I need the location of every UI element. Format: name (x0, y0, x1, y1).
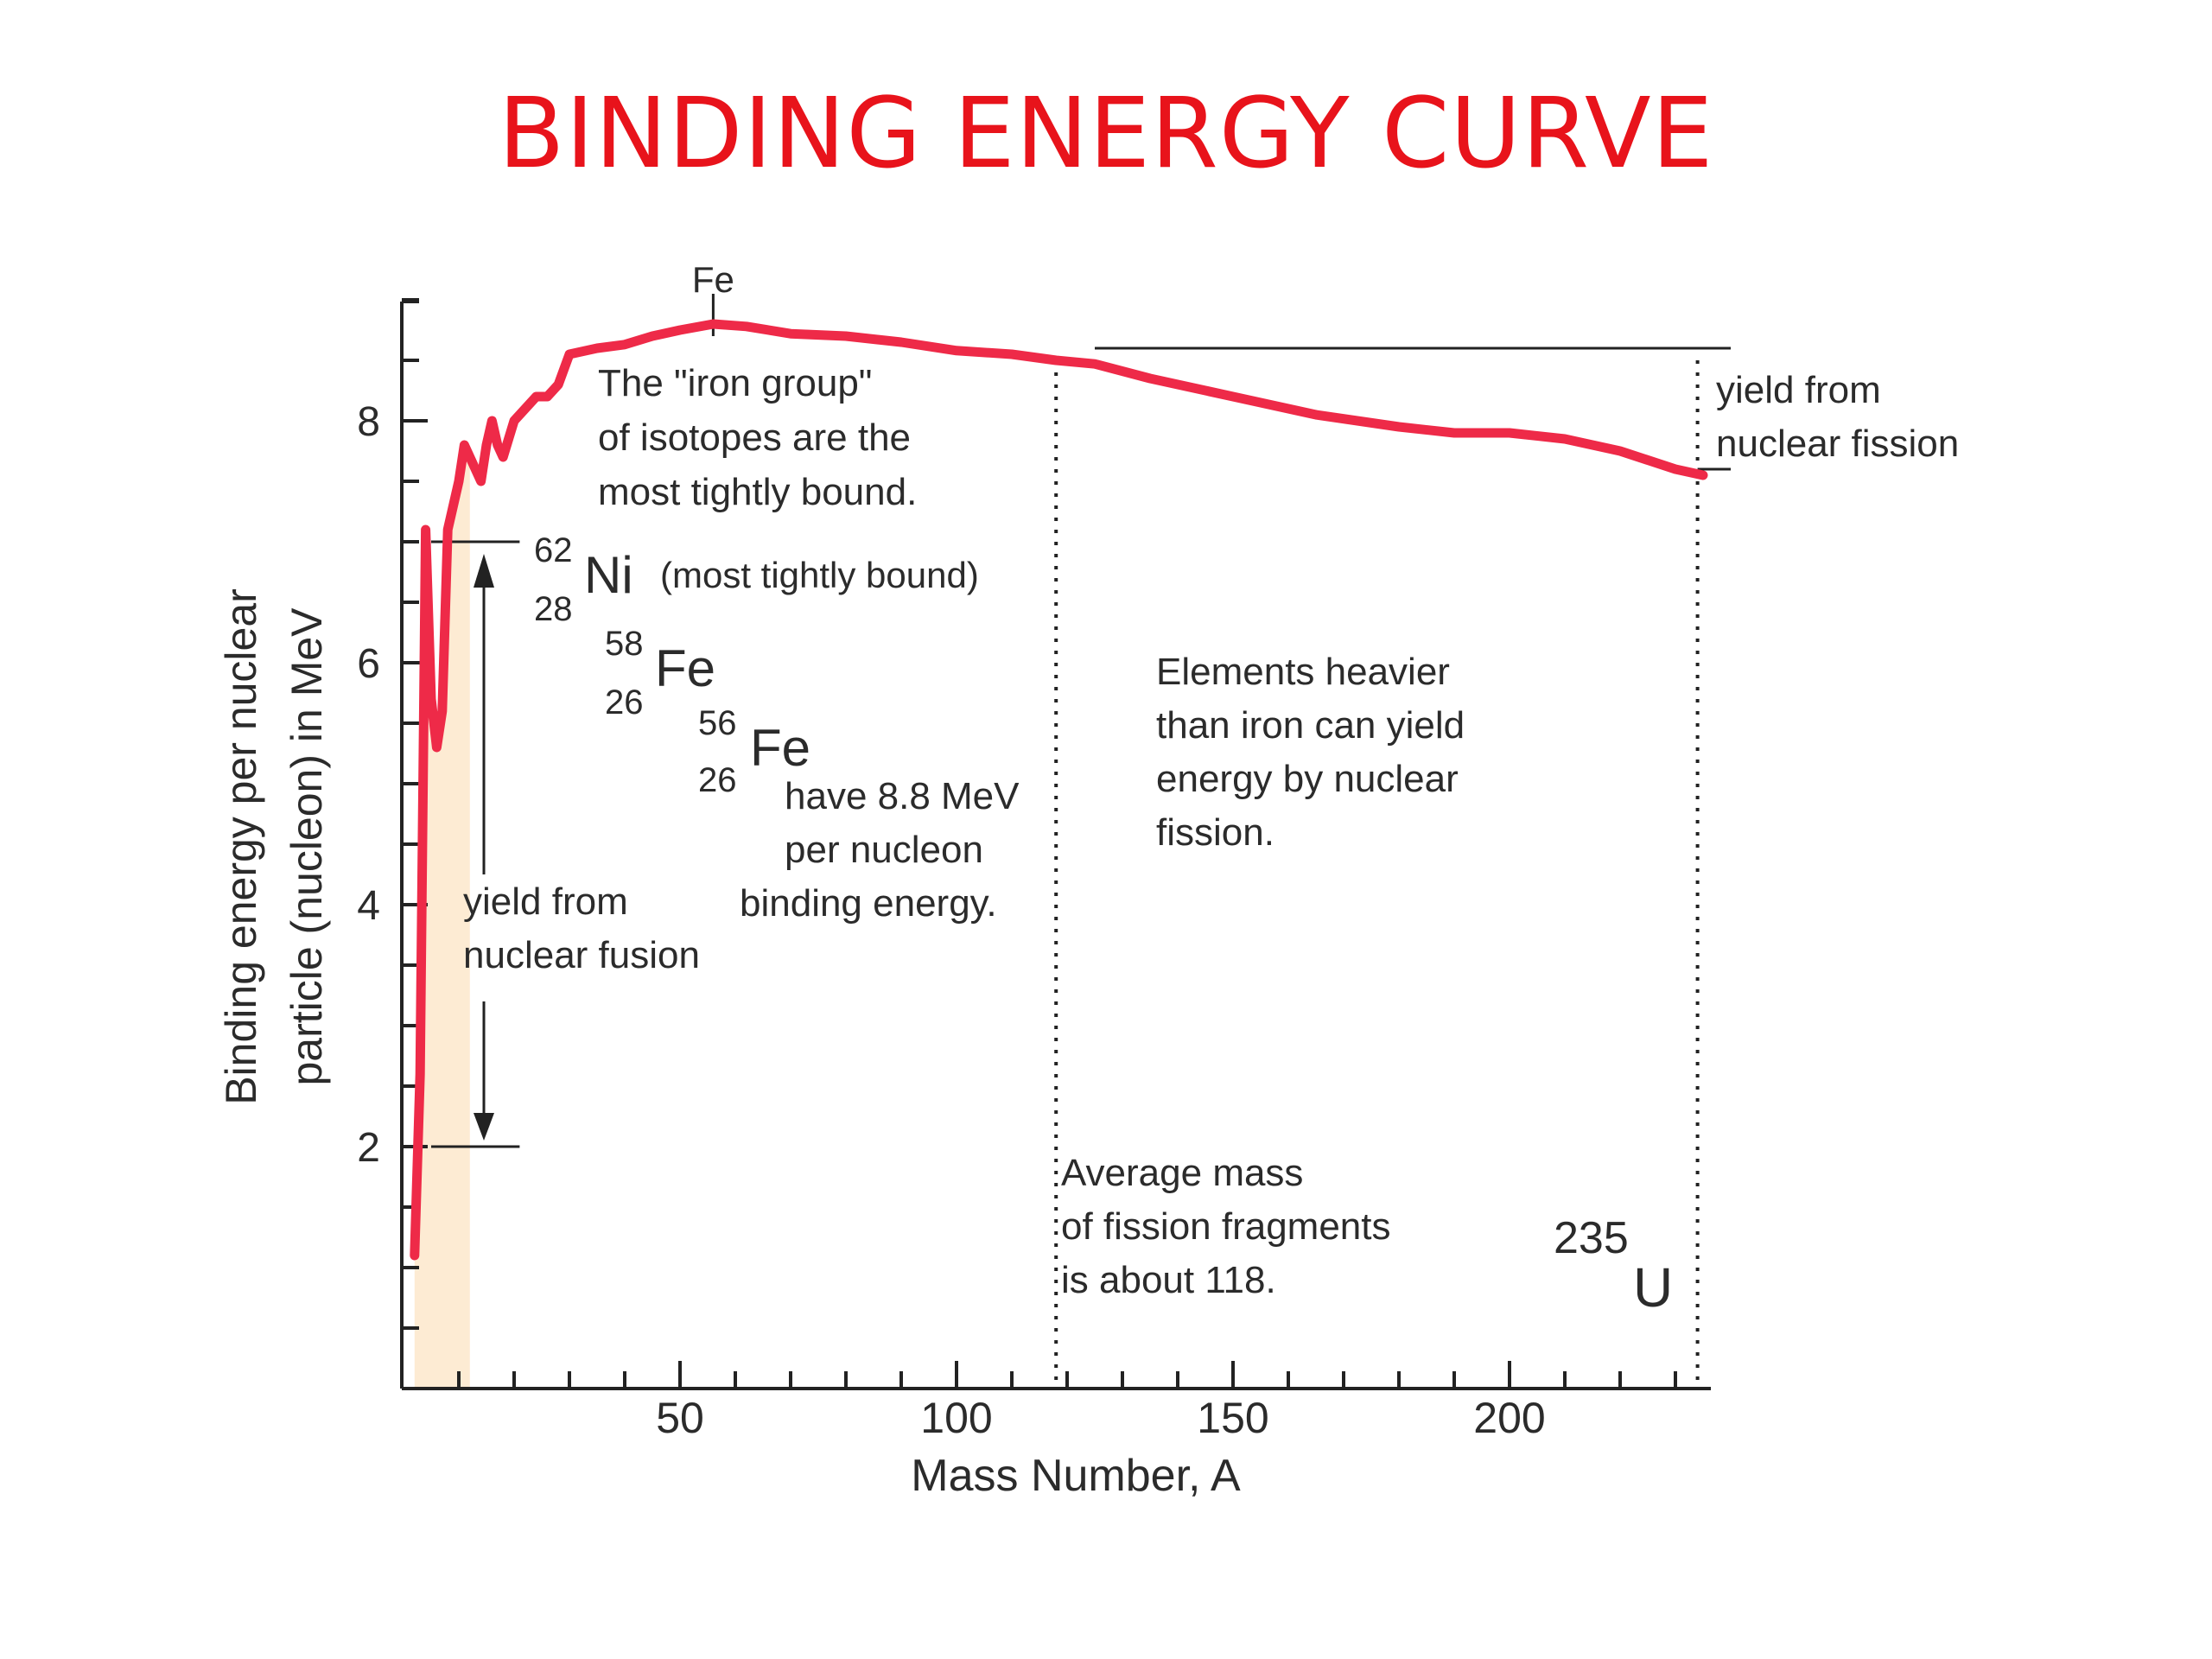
fusion-arrow-up-head (474, 554, 494, 588)
fe-marker-label: Fe (692, 259, 734, 300)
y-tick-label-6: 6 (357, 641, 380, 687)
y-axis-label-line-1: Binding energy per nuclear (217, 588, 265, 1105)
fusion-note-line-2: nuclear fusion (463, 934, 700, 976)
ni62-note: (most tightly bound) (660, 555, 979, 595)
y-tick-label-4: 4 (357, 883, 380, 929)
fusion-arrow-down-head (474, 1113, 494, 1141)
average-mass-note-line-1: Average mass (1061, 1152, 1303, 1194)
average-mass-note-line-3: is about 118. (1061, 1259, 1276, 1301)
x-tick-label-150: 150 (1197, 1394, 1268, 1442)
fe58-mass-number: 58 (605, 625, 644, 663)
fe56-symbol: Fe (750, 719, 810, 777)
heavier-elements-note-line-1: Elements heavier (1156, 651, 1450, 693)
fe58-atomic-number: 26 (605, 683, 644, 721)
y-axis-label: Binding energy per nuclear particle (nucl… (217, 588, 331, 1105)
binding-note-line-3: binding energy. (740, 882, 997, 925)
binding-note-line-1: have 8.8 MeV (785, 775, 1020, 817)
iron-group-note-line-2: of isotopes are the (598, 416, 911, 459)
fission-note-line-1: yield from (1716, 369, 1881, 411)
iron-group-note-line-3: most tightly bound. (598, 471, 917, 513)
ni62-mass-number: 62 (534, 531, 573, 569)
fe56-atomic-number: 26 (698, 761, 737, 799)
x-tick-label-200: 200 (1473, 1394, 1545, 1442)
iron-group-note-line-1: The "iron group" (598, 362, 872, 404)
fe56-mass-number: 56 (698, 704, 737, 742)
average-mass-note-line-2: of fission fragments (1061, 1205, 1391, 1248)
binding-energy-curve (410, 319, 1708, 1261)
heavier-elements-note-line-2: than iron can yield (1156, 704, 1465, 747)
x-axis-label: Mass Number, A (911, 1451, 1241, 1501)
fe58-symbol: Fe (655, 639, 715, 697)
x-tick-label-100: 100 (920, 1394, 992, 1442)
binding-note-line-2: per nucleon (785, 829, 983, 871)
page-title: BINDING ENERGY CURVE (498, 78, 1714, 190)
u235-symbol: U (1633, 1256, 1673, 1319)
ni62-atomic-number: 28 (534, 590, 573, 628)
u235-mass-number: 235 (1554, 1213, 1629, 1263)
fusion-note-line-1: yield from (463, 880, 628, 923)
y-tick-label-2: 2 (357, 1125, 380, 1171)
heavier-elements-note-line-3: energy by nuclear (1156, 758, 1459, 800)
fission-note-line-2: nuclear fission (1716, 423, 1959, 465)
ni62-symbol: Ni (584, 546, 633, 604)
heavier-elements-note-line-4: fission. (1156, 811, 1274, 854)
x-tick-label-50: 50 (656, 1394, 704, 1442)
y-tick-label-8: 8 (357, 399, 380, 445)
y-axis-label-line-2: particle (nucleon) in MeV (283, 607, 331, 1086)
